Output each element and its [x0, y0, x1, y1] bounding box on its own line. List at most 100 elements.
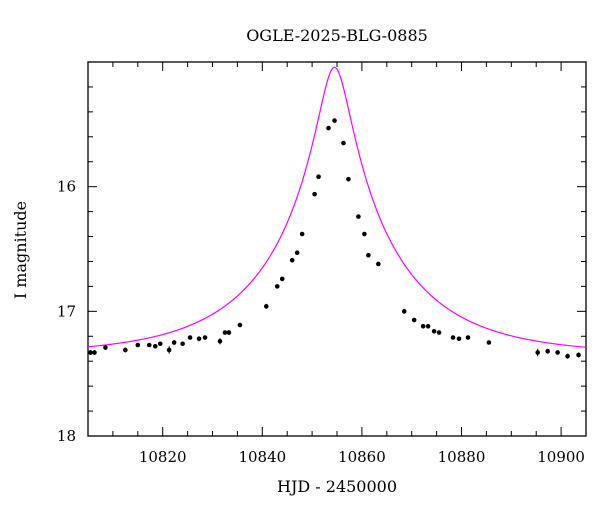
- data-point: [465, 335, 471, 340]
- data-point: [88, 349, 93, 355]
- point-marker: [431, 328, 437, 334]
- data-point: [456, 336, 462, 342]
- y-tick-label: 18: [57, 427, 76, 445]
- data-point: [294, 250, 300, 256]
- point-marker: [226, 330, 232, 335]
- point-marker: [450, 335, 456, 340]
- data-point: [217, 338, 223, 345]
- data-point: [486, 340, 492, 345]
- point-marker: [222, 330, 228, 335]
- x-tick-label: 10880: [438, 448, 486, 466]
- y-tick-label: 17: [57, 302, 76, 320]
- data-point: [180, 341, 185, 347]
- data-point: [425, 323, 431, 329]
- data-point: [420, 323, 426, 329]
- point-marker: [217, 338, 223, 344]
- point-marker: [202, 335, 208, 340]
- point-marker: [535, 350, 540, 355]
- point-marker: [456, 336, 462, 342]
- point-marker: [401, 309, 407, 314]
- data-point: [450, 335, 456, 340]
- point-marker: [366, 252, 371, 258]
- point-marker: [263, 304, 269, 309]
- data-point: [187, 335, 193, 340]
- data-point: [356, 214, 361, 219]
- point-marker: [146, 342, 152, 348]
- point-marker: [166, 347, 172, 353]
- point-marker: [486, 340, 492, 345]
- data-point: [555, 350, 560, 355]
- data-point: [411, 317, 417, 323]
- point-marker: [316, 174, 321, 179]
- point-marker: [237, 322, 243, 328]
- point-marker: [289, 257, 295, 263]
- point-marker: [326, 125, 331, 131]
- x-tick-label: 10860: [338, 448, 386, 466]
- point-marker: [465, 335, 471, 340]
- point-marker: [196, 336, 202, 342]
- point-marker: [152, 343, 158, 349]
- data-point: [202, 335, 208, 340]
- x-tick-label: 10840: [238, 448, 286, 466]
- x-axis-label: HJD - 2450000: [277, 477, 397, 496]
- data-point: [274, 284, 280, 289]
- data-point: [401, 308, 407, 314]
- point-marker: [274, 284, 280, 289]
- data-point: [576, 352, 581, 358]
- point-marker: [88, 350, 93, 355]
- point-marker: [362, 231, 367, 237]
- point-marker: [180, 341, 185, 347]
- point-marker: [103, 345, 108, 350]
- data-point: [103, 344, 108, 350]
- data-point: [237, 322, 243, 328]
- point-marker: [171, 340, 177, 345]
- data-point: [376, 261, 381, 267]
- data-point: [312, 191, 317, 197]
- point-marker: [312, 191, 317, 197]
- data-point: [222, 330, 228, 335]
- point-marker: [299, 231, 305, 237]
- data-point: [346, 176, 351, 182]
- data-point: [299, 231, 305, 237]
- data-point: [545, 348, 550, 354]
- data-point: [92, 349, 97, 355]
- x-tick-label: 10820: [139, 448, 187, 466]
- x-tick-label: 10900: [537, 448, 585, 466]
- y-axis-label: I magnitude: [11, 201, 30, 299]
- data-point: [366, 252, 371, 258]
- data-point: [166, 346, 172, 354]
- point-marker: [187, 335, 193, 340]
- point-marker: [332, 118, 337, 123]
- data-point: [196, 336, 202, 342]
- data-point: [226, 330, 232, 336]
- point-marker: [135, 342, 141, 348]
- data-point: [565, 353, 570, 359]
- data-point: [152, 343, 158, 349]
- point-marker: [294, 250, 300, 256]
- data-point: [436, 330, 442, 335]
- data-point: [326, 125, 331, 131]
- point-marker: [157, 341, 163, 347]
- point-marker: [565, 353, 570, 359]
- data-point: [123, 347, 128, 353]
- data-point: [535, 348, 540, 357]
- point-marker: [411, 317, 417, 323]
- point-marker: [420, 323, 426, 329]
- plot-frame: [87, 61, 587, 437]
- point-marker: [436, 330, 442, 335]
- data-point: [362, 231, 367, 237]
- point-marker: [555, 350, 560, 355]
- model-curve: [87, 66, 587, 348]
- axis-ticks: [87, 61, 587, 437]
- point-marker: [346, 176, 351, 182]
- data-point: [289, 257, 295, 263]
- point-marker: [92, 350, 97, 355]
- point-marker: [123, 347, 128, 353]
- point-marker: [545, 348, 550, 354]
- point-marker: [356, 214, 361, 219]
- data-point: [146, 342, 152, 348]
- data-point: [263, 303, 269, 309]
- data-point: [171, 340, 177, 345]
- data-point: [341, 140, 346, 146]
